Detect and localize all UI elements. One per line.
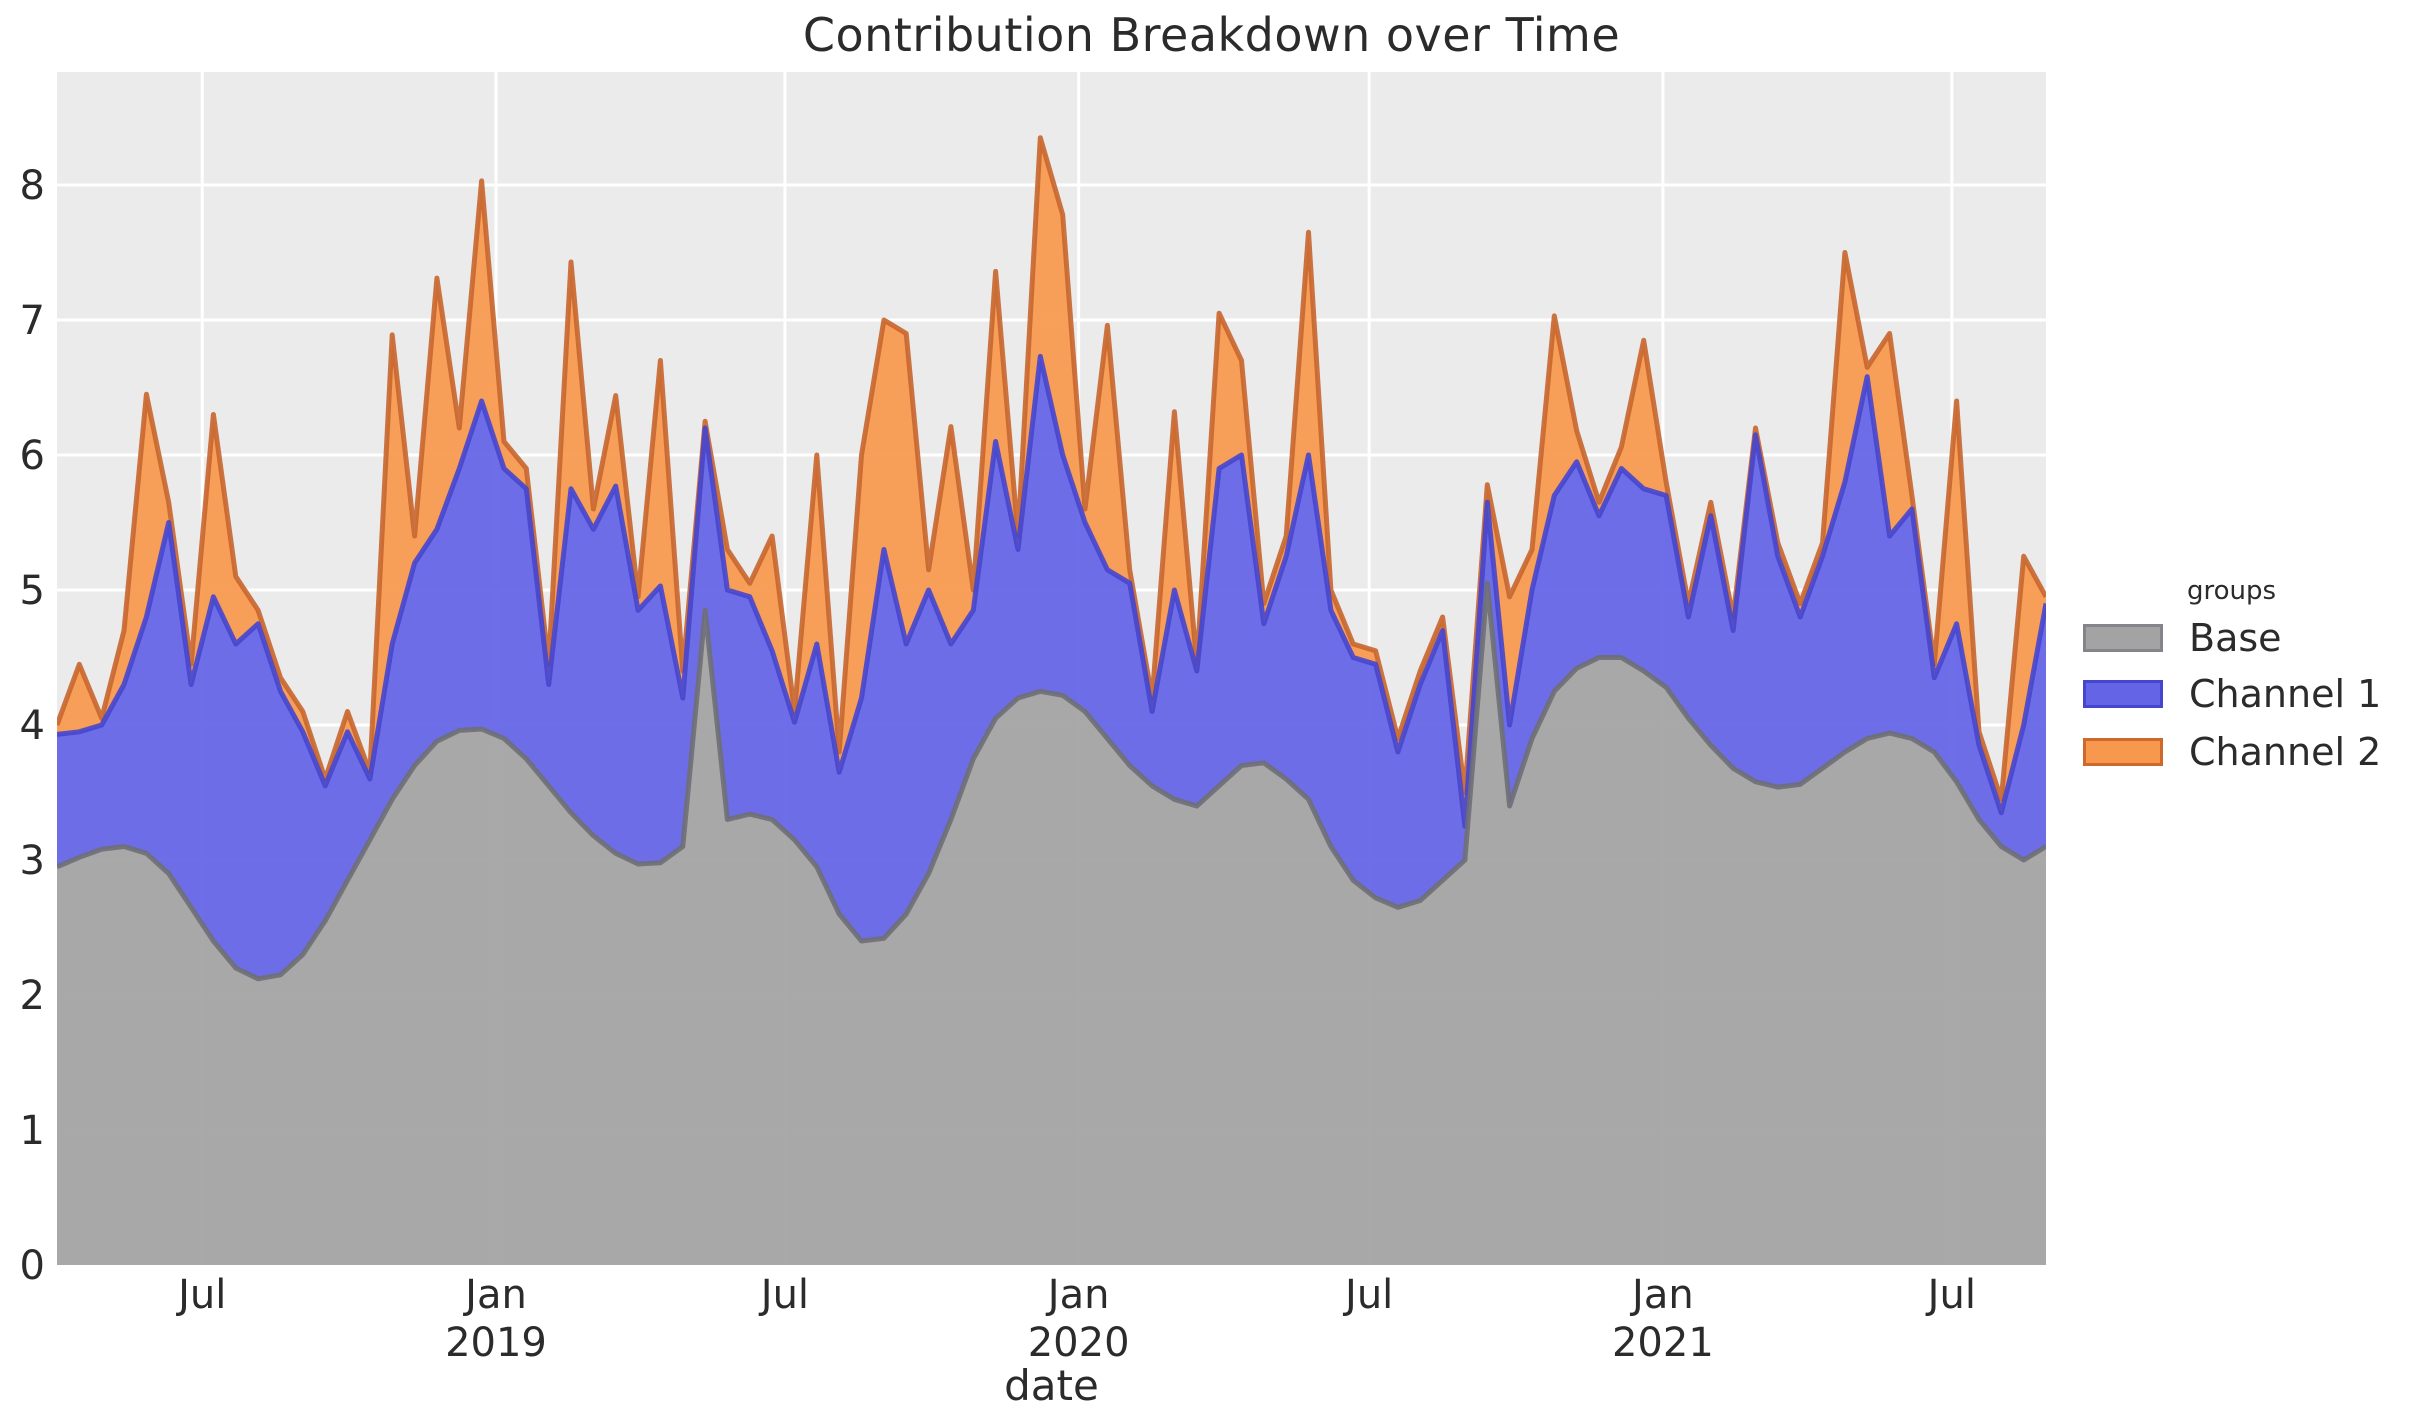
x-tick-year-label: 2019 bbox=[445, 1320, 547, 1366]
legend-swatch-channel2-icon bbox=[2083, 738, 2163, 766]
y-tick-label: 8 bbox=[20, 163, 45, 209]
chart-title: Contribution Breakdown over Time bbox=[802, 8, 1621, 62]
legend-label-base: Base bbox=[2189, 616, 2282, 660]
y-tick-label: 1 bbox=[20, 1108, 45, 1154]
base-area bbox=[57, 583, 2046, 1265]
y-tick-label: 3 bbox=[20, 838, 45, 884]
channel2-edge-line bbox=[57, 135, 2046, 802]
channel1-area bbox=[57, 356, 2046, 979]
y-tick-label: 4 bbox=[20, 703, 45, 749]
x-tick-label: Jul bbox=[758, 1272, 809, 1318]
x-tick-label: Jan bbox=[1045, 1272, 1110, 1318]
legend-item-channel1: Channel 1 bbox=[2083, 672, 2382, 716]
channel2-area bbox=[57, 137, 2046, 827]
x-tick-label: Jan bbox=[462, 1272, 527, 1318]
areas-group bbox=[57, 135, 2046, 1265]
legend-title: groups bbox=[2187, 576, 2277, 606]
legend: groups Base Channel 1 Channel 2 bbox=[2083, 560, 2423, 800]
x-tick-label: Jul bbox=[175, 1272, 226, 1318]
legend-label-channel2: Channel 2 bbox=[2189, 730, 2382, 774]
legend-label-channel1: Channel 1 bbox=[2189, 672, 2382, 716]
y-tick-label: 2 bbox=[20, 973, 45, 1019]
y-tick-label: 5 bbox=[20, 568, 45, 614]
x-tick-label: Jul bbox=[1925, 1272, 1976, 1318]
y-tick-label: 7 bbox=[20, 298, 45, 344]
x-tick-year-label: 2020 bbox=[1028, 1320, 1130, 1366]
legend-item-channel2: Channel 2 bbox=[2083, 730, 2382, 774]
x-axis-title: date bbox=[1004, 1361, 1099, 1410]
base-edge-line bbox=[57, 580, 2046, 982]
y-tick-label: 0 bbox=[20, 1243, 45, 1289]
legend-item-base: Base bbox=[2083, 616, 2282, 660]
legend-swatch-base-icon bbox=[2083, 624, 2163, 652]
x-tick-label: Jan bbox=[1629, 1272, 1694, 1318]
x-tick-label: Jul bbox=[1342, 1272, 1393, 1318]
y-tick-label: 6 bbox=[20, 433, 45, 479]
channel1-edge-line bbox=[57, 353, 2046, 829]
legend-swatch-channel1-icon bbox=[2083, 680, 2163, 708]
x-tick-year-label: 2021 bbox=[1612, 1320, 1714, 1366]
